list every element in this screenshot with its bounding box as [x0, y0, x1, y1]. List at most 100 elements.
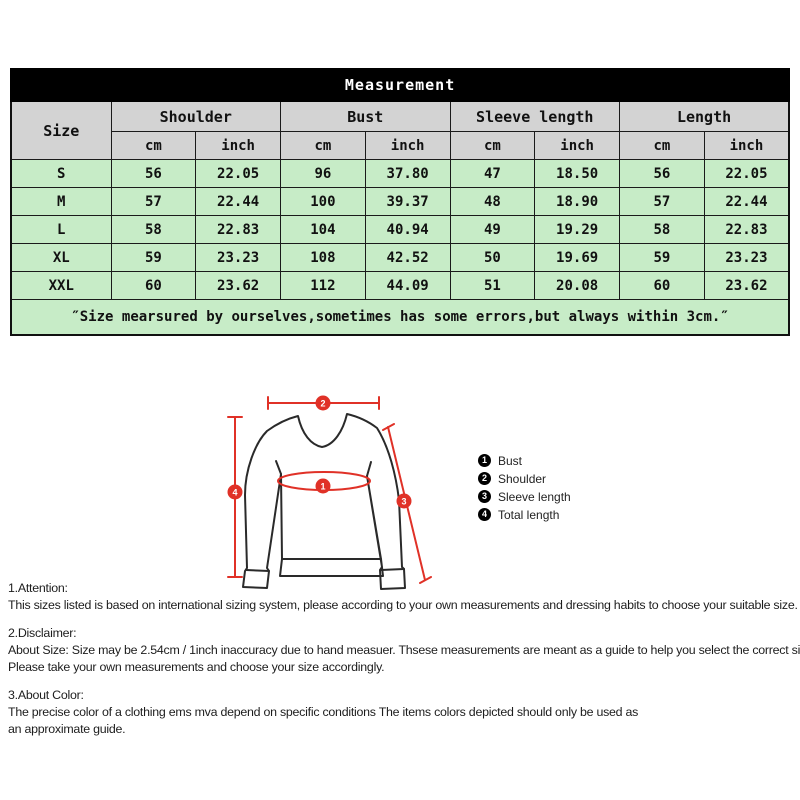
value-cell: 60: [619, 271, 705, 300]
value-cell: 22.44: [195, 187, 281, 216]
col-header-bust: Bust: [280, 100, 451, 132]
value-cell: 100: [280, 187, 366, 216]
value-cell: 57: [619, 187, 705, 216]
value-cell: 57: [110, 187, 197, 216]
note-line: an approximate guide.: [8, 722, 126, 736]
table-row-xxl: XXL 60 23.62 112 44.09 51 20.08 60 23.62: [10, 271, 790, 300]
value-cell: 19.29: [534, 215, 620, 244]
sweater-right-seam: [366, 461, 372, 477]
circled-number-icon: 3: [478, 490, 491, 503]
note-heading: 2.Disclaimer:: [8, 626, 77, 640]
value-cell: 23.23: [703, 243, 790, 272]
table-row-s: S 56 22.05 96 37.80 47 18.50 56 22.05: [10, 159, 790, 188]
value-cell: 22.44: [703, 187, 790, 216]
unit-header-inch: inch: [195, 131, 281, 160]
value-cell: 49: [449, 215, 536, 244]
sweater-measurement-diagram: 2 4 1 3: [227, 395, 432, 590]
table-title: Measurement: [9, 68, 791, 102]
table-row-xl: XL 59 23.23 108 42.52 50 19.69 59 23.23: [10, 243, 790, 272]
circled-number-icon: 1: [478, 454, 491, 467]
note-heading: 3.About Color:: [8, 688, 84, 702]
value-cell: 59: [619, 243, 705, 272]
value-cell: 96: [280, 159, 366, 188]
value-cell: 23.62: [195, 271, 281, 300]
note-line: This sizes listed is based on internatio…: [8, 598, 798, 612]
table-note-row: ″Size mearsured by ourselves,sometimes h…: [10, 299, 790, 336]
sweater-left-cuff-line: [245, 569, 270, 572]
legend-item-total-length: 4 Total length: [478, 506, 571, 523]
value-cell: 108: [280, 243, 366, 272]
notes-section: 1.Attention: This sizes listed is based …: [8, 580, 800, 749]
unit-header-inch: inch: [534, 131, 620, 160]
value-cell: 56: [619, 159, 705, 188]
legend-item-sleeve-length: 3 Sleeve length: [478, 488, 571, 505]
note-line: About Size: Size may be 2.54cm / 1inch i…: [8, 643, 800, 657]
value-cell: 22.05: [195, 159, 281, 188]
value-cell: 48: [449, 187, 536, 216]
note-heading: 1.Attention:: [8, 581, 68, 595]
unit-header-cm: cm: [110, 131, 197, 160]
value-cell: 42.52: [364, 243, 451, 272]
value-cell: 23.62: [703, 271, 790, 300]
value-cell: 58: [110, 215, 197, 244]
value-cell: 40.94: [364, 215, 451, 244]
value-cell: 39.37: [364, 187, 451, 216]
table-title-row: Measurement: [9, 68, 791, 102]
unit-header-inch: inch: [703, 131, 790, 160]
bust-marker-number: 1: [320, 481, 325, 491]
col-header-shoulder: Shoulder: [110, 100, 281, 132]
measurement-note: ″Size mearsured by ourselves,sometimes h…: [10, 299, 790, 336]
circled-number-icon: 4: [478, 508, 491, 521]
sleeve-marker-number: 3: [401, 496, 406, 506]
size-cell: XL: [10, 243, 112, 272]
circled-number-icon: 2: [478, 472, 491, 485]
legend-label: Total length: [498, 507, 560, 522]
value-cell: 18.50: [534, 159, 620, 188]
note-line: The precise color of a clothing ems mva …: [8, 705, 639, 719]
value-cell: 23.23: [195, 243, 281, 272]
table-row-m: M 57 22.44 100 39.37 48 18.90 57 22.44: [10, 187, 790, 216]
unit-header-cm: cm: [280, 131, 366, 160]
value-cell: 58: [619, 215, 705, 244]
sleeve-measure-line: 3: [382, 423, 432, 584]
legend-item-bust: 1 Bust: [478, 452, 571, 469]
value-cell: 18.90: [534, 187, 620, 216]
value-cell: 112: [280, 271, 366, 300]
size-cell: XXL: [10, 271, 112, 300]
value-cell: 59: [110, 243, 197, 272]
shoulder-marker-number: 2: [320, 398, 325, 408]
size-cell: L: [10, 215, 112, 244]
unit-header-cm: cm: [619, 131, 705, 160]
legend-label: Bust: [498, 453, 523, 468]
value-cell: 20.08: [534, 271, 620, 300]
value-cell: 22.83: [195, 215, 281, 244]
table-row-l: L 58 22.83 104 40.94 49 19.29 58 22.83: [10, 215, 790, 244]
value-cell: 44.09: [364, 271, 451, 300]
size-cell: S: [10, 159, 112, 188]
value-cell: 104: [280, 215, 366, 244]
note-line: Please take your own measurements and ch…: [8, 660, 385, 674]
disclaimer-note: 2.Disclaimer: About Size: Size may be 2.…: [8, 625, 800, 676]
value-cell: 19.69: [534, 243, 620, 272]
total-length-measure-line: 4: [227, 416, 243, 578]
value-cell: 37.80: [364, 159, 451, 188]
value-cell: 60: [110, 271, 197, 300]
sweater-outline: [242, 413, 406, 590]
legend-label: Shoulder: [498, 471, 547, 486]
unit-header-inch: inch: [364, 131, 451, 160]
legend-label: Sleeve length: [498, 489, 571, 504]
size-cell: M: [10, 187, 112, 216]
about-color-note: 3.About Color: The precise color of a cl…: [8, 687, 800, 738]
length-marker-number: 4: [232, 487, 237, 497]
table-group-header-row: Size Shoulder Bust Sleeve length Length: [10, 100, 790, 160]
sweater-right-cuff-line: [380, 568, 405, 571]
attention-note: 1.Attention: This sizes listed is based …: [8, 580, 800, 614]
unit-header-cm: cm: [449, 131, 536, 160]
value-cell: 56: [110, 159, 197, 188]
col-header-size: Size: [10, 100, 112, 160]
value-cell: 22.83: [703, 215, 790, 244]
bust-measure-line: 1: [277, 471, 371, 494]
value-cell: 51: [449, 271, 536, 300]
col-header-length: Length: [619, 100, 790, 132]
